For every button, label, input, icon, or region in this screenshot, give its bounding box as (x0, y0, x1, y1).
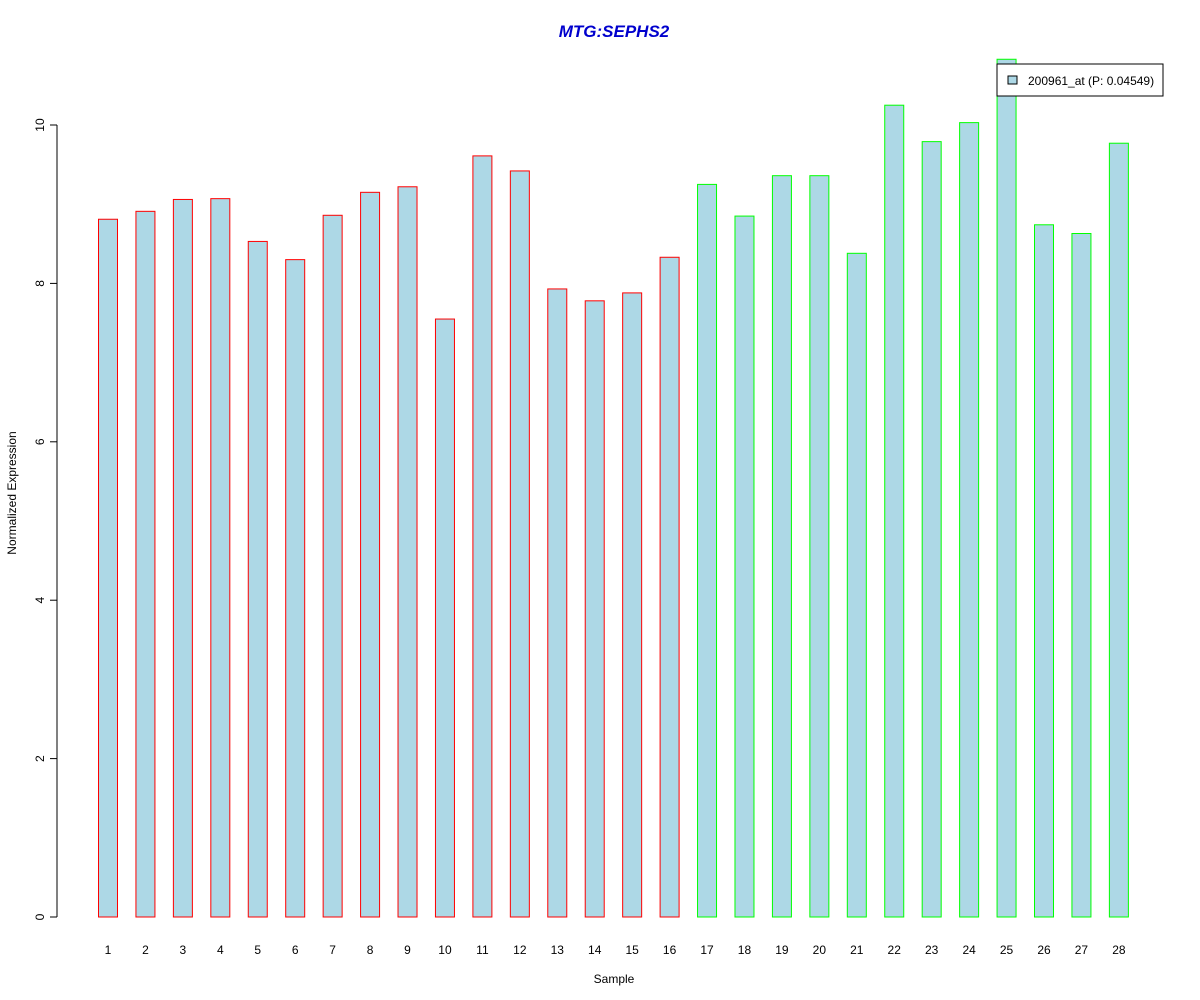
bar-sample-22 (884, 104, 905, 918)
legend-entry-label: 200961_at (P: 0.04549) (1028, 74, 1154, 88)
bar-sample-21 (846, 252, 867, 918)
x-tick-label: 18 (738, 943, 752, 957)
bar-sample-2 (135, 210, 156, 918)
bar-sample-16 (659, 256, 680, 918)
bar-sample-4 (210, 198, 231, 918)
bar-sample-1 (98, 218, 118, 918)
x-tick-label: 11 (476, 943, 489, 957)
x-tick-label: 13 (551, 943, 565, 957)
x-tick-label: 8 (367, 943, 374, 957)
x-tick-label: 4 (217, 943, 224, 957)
bar-sample-13 (547, 288, 568, 918)
x-tick-label: 17 (700, 943, 714, 957)
bar-sample-25 (996, 58, 1017, 918)
x-tick-label: 7 (329, 943, 336, 957)
bar-sample-8 (360, 191, 381, 918)
bar-sample-20 (809, 175, 830, 918)
bar-sample-5 (247, 240, 268, 918)
y-tick-label: 6 (33, 438, 47, 445)
x-tick-label: 3 (180, 943, 187, 957)
bar-sample-27 (1071, 233, 1092, 918)
x-tick-label: 22 (888, 943, 902, 957)
bar-sample-18 (734, 215, 755, 918)
x-tick-label: 5 (254, 943, 261, 957)
x-tick-labels: 1 2 3 4 5 6 7 8 9 10 11 12 13 14 15 16 17 18 19 20 21 22 23 24 2… (105, 943, 1126, 957)
x-tick-label: 16 (663, 943, 677, 957)
x-tick-label: 24 (962, 943, 976, 957)
bar-sample-12 (509, 170, 530, 918)
x-tick-label: 1 (105, 943, 112, 957)
bar-sample-23 (921, 141, 942, 918)
bar-sample-14 (584, 300, 605, 918)
x-tick-label: 2 (142, 943, 149, 957)
x-tick-label: 19 (775, 943, 789, 957)
bar-sample-24 (959, 122, 980, 918)
y-tick-label: 8 (33, 280, 47, 287)
x-tick-label: 15 (625, 943, 639, 957)
x-tick-label: 20 (813, 943, 827, 957)
bar-sample-28 (1108, 142, 1129, 918)
x-axis-label: Sample (594, 972, 635, 986)
x-tick-label: 6 (292, 943, 299, 957)
legend-swatch (1007, 75, 1018, 85)
x-tick-label: 14 (588, 943, 602, 957)
x-tick-label: 21 (850, 943, 864, 957)
x-tick-label: 12 (513, 943, 527, 957)
x-tick-label: 27 (1075, 943, 1089, 957)
bar-sample-6 (285, 259, 306, 918)
bars (98, 58, 1129, 918)
bar-sample-9 (397, 186, 418, 918)
x-tick-label: 10 (438, 943, 452, 957)
chart-title: MTG:SEPHS2 (559, 22, 670, 41)
y-tick-label: 2 (33, 755, 47, 762)
bar-sample-19 (771, 175, 792, 918)
x-tick-label: 25 (1000, 943, 1014, 957)
y-axis-label: Normalized Expression (5, 431, 19, 554)
bar-sample-26 (1034, 224, 1054, 918)
bar-sample-3 (172, 198, 193, 918)
bar-sample-10 (434, 318, 455, 918)
bar-sample-11 (472, 155, 493, 918)
y-tick-label: 4 (33, 597, 47, 604)
bar-sample-17 (697, 183, 718, 918)
x-tick-label: 23 (925, 943, 939, 957)
bar-sample-7 (322, 214, 343, 918)
x-tick-label: 26 (1037, 943, 1051, 957)
y-tick-label: 10 (33, 118, 47, 132)
y-tick-label: 0 (33, 913, 47, 920)
legend: 200961_at (P: 0.04549) (996, 63, 1164, 97)
x-tick-label: 9 (404, 943, 411, 957)
x-tick-label: 28 (1112, 943, 1126, 957)
legend-box (996, 63, 1164, 97)
y-axis: 0 2 4 6 8 10 (33, 118, 58, 920)
bar-sample-15 (622, 292, 643, 918)
